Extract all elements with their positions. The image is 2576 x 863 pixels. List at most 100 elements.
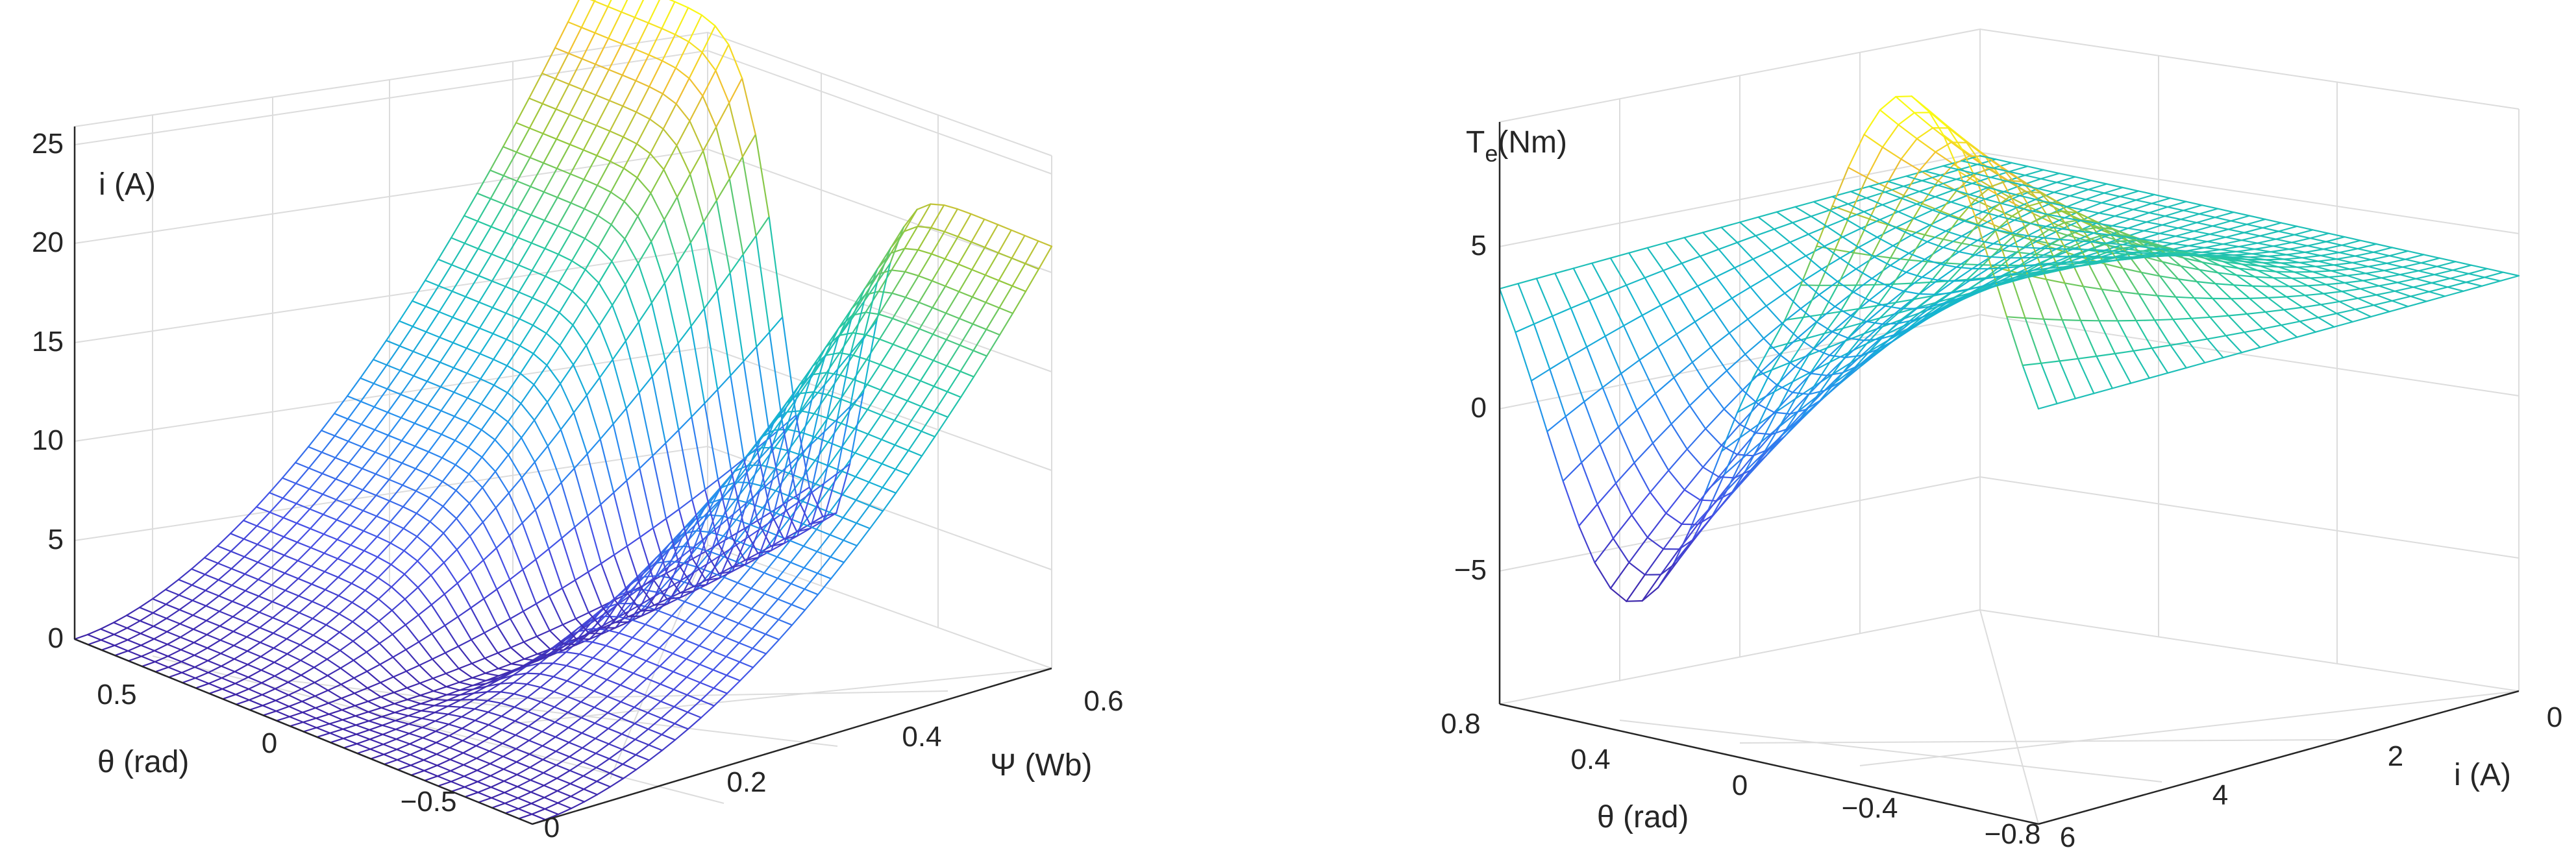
- mesh-line-left: [624, 262, 639, 286]
- mesh-line-left: [501, 729, 517, 736]
- mesh-line-left: [573, 411, 588, 455]
- mesh-line-right: [1498, 283, 1519, 290]
- mesh-line-left: [687, 716, 702, 730]
- mesh-line-left: [476, 169, 491, 194]
- mesh-line-left: [836, 406, 851, 475]
- mesh-line-left: [998, 307, 1014, 314]
- mesh-line-left: [543, 777, 558, 786]
- mesh-line-left: [822, 512, 837, 518]
- mesh-line-left: [477, 220, 492, 228]
- mesh-line-right: [1942, 235, 1963, 249]
- mesh-line-left: [762, 529, 778, 536]
- mesh-line-left: [734, 454, 749, 472]
- mesh-line-right: [2465, 281, 2483, 287]
- mesh-line-left: [947, 371, 961, 393]
- mesh-line-left: [944, 258, 960, 265]
- mesh-line-left: [179, 600, 193, 611]
- mesh-line-right: [2396, 282, 2414, 288]
- mesh-line-left: [342, 728, 358, 735]
- mesh-line-left: [391, 609, 406, 626]
- mesh-line-left: [536, 629, 551, 637]
- mesh-line-left: [219, 631, 234, 641]
- mesh-line-left: [659, 652, 674, 667]
- mesh-line-right: [2375, 290, 2396, 296]
- mesh-line-left: [258, 601, 273, 613]
- mesh-line-right: [1992, 232, 2012, 245]
- mesh-line-left: [378, 620, 393, 635]
- mesh-line-right: [2022, 362, 2042, 367]
- mesh-line-left: [282, 502, 297, 519]
- mesh-line-right: [2064, 265, 2081, 268]
- mesh-line-right: [1765, 305, 1783, 324]
- mesh-line-left: [489, 175, 504, 200]
- z-axis-label: i (A): [99, 167, 156, 202]
- mesh-line-left: [377, 586, 393, 600]
- mesh-line-left: [540, 716, 556, 723]
- mesh-line-left: [141, 661, 156, 668]
- mesh-line-left: [672, 671, 687, 678]
- mesh-line-right: [1987, 187, 2005, 193]
- mesh-line-left: [440, 409, 456, 417]
- mesh-line-left: [436, 759, 451, 766]
- mesh-line-right: [1861, 317, 1881, 324]
- mesh-line-left: [824, 327, 840, 357]
- mesh-line-right: [1976, 164, 1994, 169]
- mesh-line-left: [523, 635, 538, 643]
- mesh-line-right: [1776, 206, 1796, 213]
- mesh-line-left: [789, 561, 805, 569]
- mesh-line-right: [1935, 291, 1952, 304]
- mesh-line-right: [1530, 380, 1548, 433]
- mesh-line-left: [724, 582, 739, 599]
- mesh-line-right: [1565, 400, 1585, 417]
- mesh-line-left: [985, 328, 1001, 336]
- mesh-line-right: [2066, 261, 2084, 263]
- mesh-line-left: [946, 344, 961, 367]
- mesh-line-right: [1710, 332, 1730, 348]
- mesh-line-right: [1898, 319, 1915, 324]
- mesh-line-left: [530, 803, 546, 810]
- mesh-line-left: [810, 483, 825, 529]
- mesh-line-right: [2188, 245, 2205, 249]
- mesh-line-left: [351, 570, 365, 585]
- mesh-line-left: [659, 671, 675, 685]
- mesh-line-right: [2447, 286, 2464, 292]
- mesh-line-left: [275, 694, 290, 701]
- mesh-line-right: [2294, 229, 2314, 236]
- mesh-line-right: [2277, 266, 2296, 273]
- mesh-line-left: [726, 661, 741, 676]
- mesh-line-right: [2119, 291, 2140, 295]
- mesh-line-left: [748, 481, 763, 487]
- mesh-line-left: [181, 677, 196, 684]
- mesh-line-left: [281, 477, 297, 485]
- mesh-line-left: [587, 504, 602, 517]
- mesh-line-left: [1024, 263, 1040, 270]
- mesh-line-left: [803, 550, 818, 569]
- mesh-line-left: [302, 721, 317, 729]
- mesh-line-right: [1750, 454, 1767, 472]
- mesh-line-left: [644, 610, 660, 626]
- mesh-line-right: [1596, 503, 1614, 539]
- mesh-line-left: [195, 683, 210, 689]
- mesh-line-left: [334, 457, 350, 464]
- mesh-line-right: [1998, 215, 2016, 221]
- mesh-line-left: [752, 647, 767, 655]
- mesh-line-left: [905, 322, 921, 330]
- mesh-line-left: [650, 192, 665, 221]
- mesh-line-left: [484, 652, 499, 659]
- mesh-line-left: [452, 322, 467, 344]
- mesh-line-left: [892, 343, 908, 350]
- mesh-line-right: [2304, 295, 2322, 306]
- mesh-line-left: [533, 419, 549, 447]
- mesh-line-left: [517, 791, 532, 799]
- mesh-line-left: [619, 672, 634, 686]
- mesh-line-left: [761, 464, 776, 470]
- mesh-line-left: [971, 241, 986, 249]
- mesh-line-left: [310, 565, 326, 573]
- mesh-line-left: [219, 639, 235, 647]
- mesh-line-left: [375, 515, 391, 523]
- mesh-line-left: [349, 530, 365, 546]
- mesh-line-right: [2090, 180, 2108, 185]
- mesh-line-left: [230, 538, 245, 552]
- mesh-line-left: [382, 728, 397, 736]
- mesh-line-right: [1763, 426, 1781, 454]
